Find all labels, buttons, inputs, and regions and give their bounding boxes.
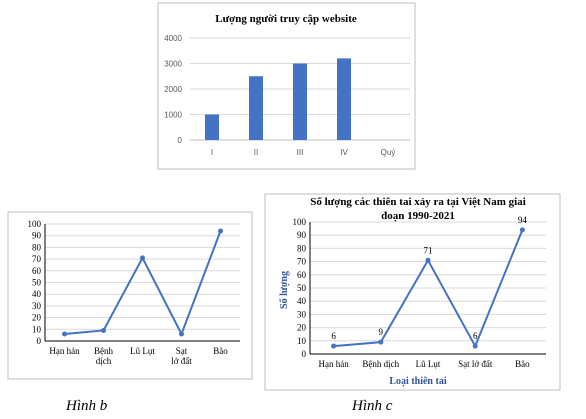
caption-hinh-c: Hình c [352, 398, 393, 414]
b-point [101, 327, 106, 333]
line-chart-c-ylabel: Số lượng [279, 271, 290, 309]
c-point [425, 257, 431, 263]
b-xtick-label: Bệnh dịch [94, 346, 113, 366]
b-xtick-label: Hạn hán [49, 346, 80, 356]
c-data-label: 94 [518, 215, 528, 225]
line-chart-c-title-line-2: đoạn 1990-2021 [381, 210, 455, 222]
bar-ytick-label: 0 [178, 136, 183, 145]
c-xtick-label: Bệnh dịch [362, 359, 399, 369]
c-xtick-label: Bão [515, 359, 530, 369]
b-point [218, 228, 223, 234]
b-point [140, 255, 145, 261]
bar-xtick-label: II [254, 148, 258, 157]
bar-xtick-label: III [297, 148, 304, 157]
c-ytick-label: 50 [297, 283, 307, 293]
c-point [472, 343, 478, 349]
c-data-label: 71 [424, 245, 433, 255]
c-ytick-label: 90 [297, 230, 307, 240]
line-chart-c-frame [264, 193, 561, 391]
c-ytick-label: 80 [297, 243, 307, 253]
c-ytick-label: 10 [297, 336, 307, 346]
c-data-label: 6 [331, 331, 336, 341]
c-ytick-label: 60 [297, 270, 307, 280]
c-xtick-label: Sạt lở đất [458, 359, 493, 369]
b-xtick-label: Bão [213, 346, 228, 356]
bar-ytick-label: 4000 [164, 34, 182, 43]
c-point [519, 227, 525, 233]
c-ytick-label: 70 [297, 257, 307, 267]
bar-iv [337, 58, 351, 140]
b-ytick-label: 80 [32, 242, 42, 252]
c-point [331, 343, 337, 349]
bar-ytick-label: 2000 [164, 85, 182, 94]
b-ytick-label: 70 [32, 254, 42, 264]
b-point [179, 331, 184, 337]
bar-xtick-label: I [211, 148, 213, 157]
c-ytick-label: 20 [297, 323, 307, 333]
c-data-label: 9 [379, 327, 384, 337]
c-xtick-label: Lũ Lụt [416, 359, 441, 369]
bar-chart-frame [157, 2, 416, 170]
b-point [62, 331, 67, 337]
c-xtick-label: Hạn hán [318, 359, 349, 369]
bar-ytick-label: 3000 [164, 60, 182, 69]
bar-chart-title: Lượng người truy cập website [215, 13, 357, 25]
b-ytick-label: 30 [32, 301, 42, 311]
c-ytick-label: 40 [297, 296, 307, 306]
line-chart-b-frame [7, 211, 253, 380]
b-ytick-label: 0 [37, 336, 42, 346]
b-ytick-label: 20 [32, 313, 42, 323]
bar-iii [293, 63, 307, 140]
caption-hinh-b: Hình b [66, 398, 108, 414]
b-ytick-label: 10 [32, 324, 42, 334]
bar-xtick-label: Quý [381, 148, 396, 157]
b-xtick-label: Lũ Lụt [130, 346, 155, 356]
c-ytick-label: 100 [293, 217, 307, 227]
c-point [378, 339, 384, 345]
b-ytick-label: 90 [32, 231, 42, 241]
bar-ytick-label: 1000 [164, 111, 182, 120]
line-chart-c-xlabel: Loại thiên tai [389, 376, 446, 387]
bar-ii [249, 76, 263, 140]
b-ytick-label: 60 [32, 266, 42, 276]
b-ytick-label: 100 [28, 219, 42, 229]
b-xtick-label: Sạt lở đất [171, 346, 192, 366]
c-ytick-label: 30 [297, 309, 307, 319]
b-ytick-label: 50 [32, 278, 42, 288]
line-chart-c-title-line-1: Số lượng các thiên tai xảy ra tại Việt N… [310, 196, 526, 208]
bar-i [205, 114, 219, 140]
c-data-label: 6 [473, 331, 478, 341]
b-ytick-label: 40 [32, 289, 42, 299]
bar-xtick-label: IV [340, 148, 348, 157]
c-ytick-label: 0 [302, 349, 307, 359]
